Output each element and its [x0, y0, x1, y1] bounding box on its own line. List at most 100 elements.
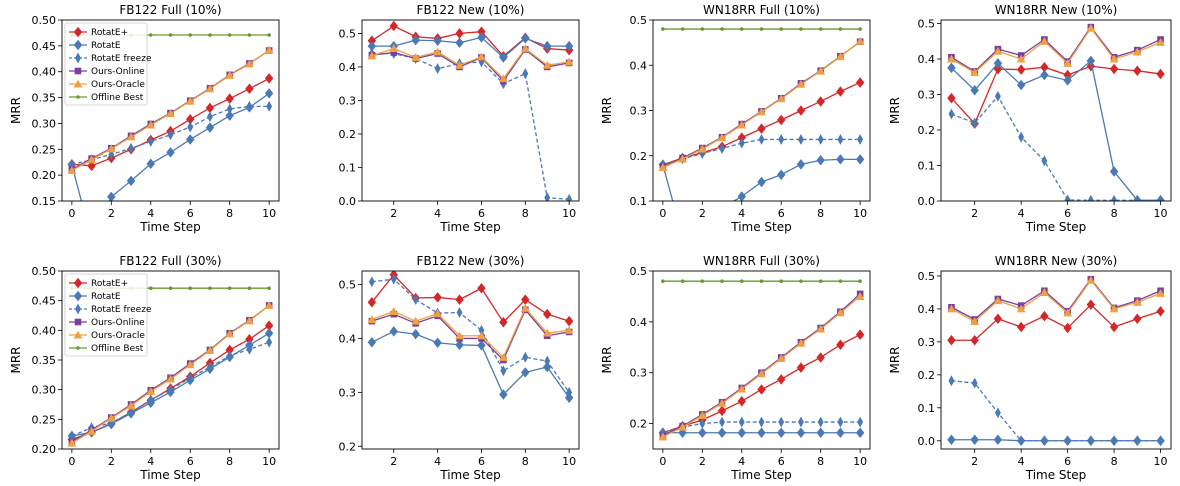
legend-label: Offline Best	[91, 344, 144, 354]
x-tick-label: 8	[817, 455, 824, 468]
series-rotate-freeze	[659, 134, 864, 171]
data-point	[836, 52, 845, 61]
data-point	[520, 303, 530, 312]
data-point	[970, 317, 980, 325]
y-tick-label: 0.5	[339, 27, 357, 40]
data-point	[264, 73, 274, 84]
data-point	[1109, 63, 1119, 75]
data-point	[1109, 54, 1119, 63]
data-point	[168, 286, 173, 291]
y-axis-label: MRR	[888, 97, 902, 124]
data-point	[1156, 37, 1165, 46]
data-point	[522, 351, 529, 363]
y-tick-label: 0.5	[339, 278, 357, 291]
x-tick-label: 4	[147, 455, 154, 468]
data-point	[477, 32, 486, 43]
data-point	[993, 313, 1003, 325]
data-point	[544, 192, 551, 201]
data-point	[1133, 65, 1142, 77]
data-point	[759, 279, 764, 283]
data-point	[836, 86, 845, 97]
data-point	[1132, 297, 1142, 306]
data-point	[947, 54, 956, 63]
data-point	[389, 307, 399, 315]
data-point	[477, 283, 486, 294]
legend-marker	[75, 52, 81, 64]
y-tick-label: 0.0	[918, 195, 936, 208]
legend-label: RotatE freeze	[91, 305, 152, 315]
data-point	[147, 394, 154, 406]
y-tick-label: 0.5	[918, 270, 936, 283]
data-point	[543, 361, 552, 373]
data-point	[264, 301, 274, 309]
data-point	[758, 416, 765, 428]
x-tick-label: 4	[738, 207, 745, 220]
series-line	[662, 40, 861, 169]
data-point	[678, 422, 687, 431]
x-axis-label: Time Step	[439, 468, 501, 482]
y-tick-label: 0.4	[630, 59, 648, 72]
legend-marker	[73, 79, 83, 88]
x-tick-label: 0	[68, 207, 75, 220]
data-point	[1041, 155, 1048, 167]
data-point	[477, 52, 486, 61]
data-point	[993, 46, 1003, 55]
x-tick-label: 6	[778, 455, 785, 468]
data-point	[455, 331, 464, 340]
legend-label: Offline Best	[91, 93, 144, 103]
data-point	[1018, 131, 1025, 143]
data-point	[367, 336, 377, 348]
data-point	[678, 154, 687, 163]
data-point	[777, 114, 786, 126]
data-point	[564, 315, 574, 327]
data-point	[837, 134, 844, 145]
data-point	[779, 27, 784, 31]
plot-area	[367, 20, 574, 201]
data-point	[816, 155, 825, 166]
data-point	[777, 427, 786, 438]
data-point	[87, 160, 96, 172]
legend-label: Ours-Oracle	[91, 80, 145, 90]
x-axis-label: Time Step	[730, 220, 792, 234]
data-point	[776, 354, 786, 362]
legend-label: Ours-Online	[91, 318, 145, 328]
y-axis-label: MRR	[9, 346, 23, 373]
plot-area	[658, 279, 865, 441]
series-line	[951, 380, 1161, 442]
chart-title: WN18RR New (10%)	[995, 3, 1118, 17]
data-point	[390, 49, 398, 56]
x-tick-label: 10	[262, 455, 276, 468]
x-axis-label: Time Step	[1025, 468, 1087, 482]
legend-marker	[73, 290, 83, 302]
plot-area	[658, 27, 865, 201]
data-point	[264, 320, 274, 331]
y-tick-label: 0.25	[32, 143, 57, 156]
y-tick-label: 0.1	[339, 161, 357, 174]
data-point	[67, 438, 77, 447]
x-tick-label: 2	[390, 207, 397, 220]
data-point	[433, 292, 442, 303]
series-line	[71, 341, 270, 437]
data-point	[970, 68, 980, 77]
data-point	[779, 279, 784, 283]
data-point	[498, 74, 508, 83]
data-point	[837, 416, 844, 428]
data-point	[947, 434, 956, 446]
data-point	[757, 107, 766, 116]
y-tick-label: 0.30	[32, 117, 57, 130]
data-point	[264, 45, 274, 54]
legend: RotatE+ RotatE RotatE freeze Ours-Online Our…	[64, 273, 152, 357]
series-ours-oracle	[947, 275, 1165, 325]
y-tick-label: 0.2	[339, 128, 357, 141]
data-point	[245, 83, 254, 95]
data-point	[225, 70, 235, 79]
data-point	[499, 389, 508, 400]
data-point	[757, 123, 766, 134]
data-point	[267, 33, 271, 37]
legend-item: RotatE+	[69, 277, 128, 289]
x-tick-label: 2	[699, 207, 706, 220]
x-tick-label: 6	[478, 207, 485, 220]
data-point	[836, 427, 845, 438]
data-point	[542, 328, 552, 337]
y-tick-label: 0.2	[918, 124, 936, 137]
